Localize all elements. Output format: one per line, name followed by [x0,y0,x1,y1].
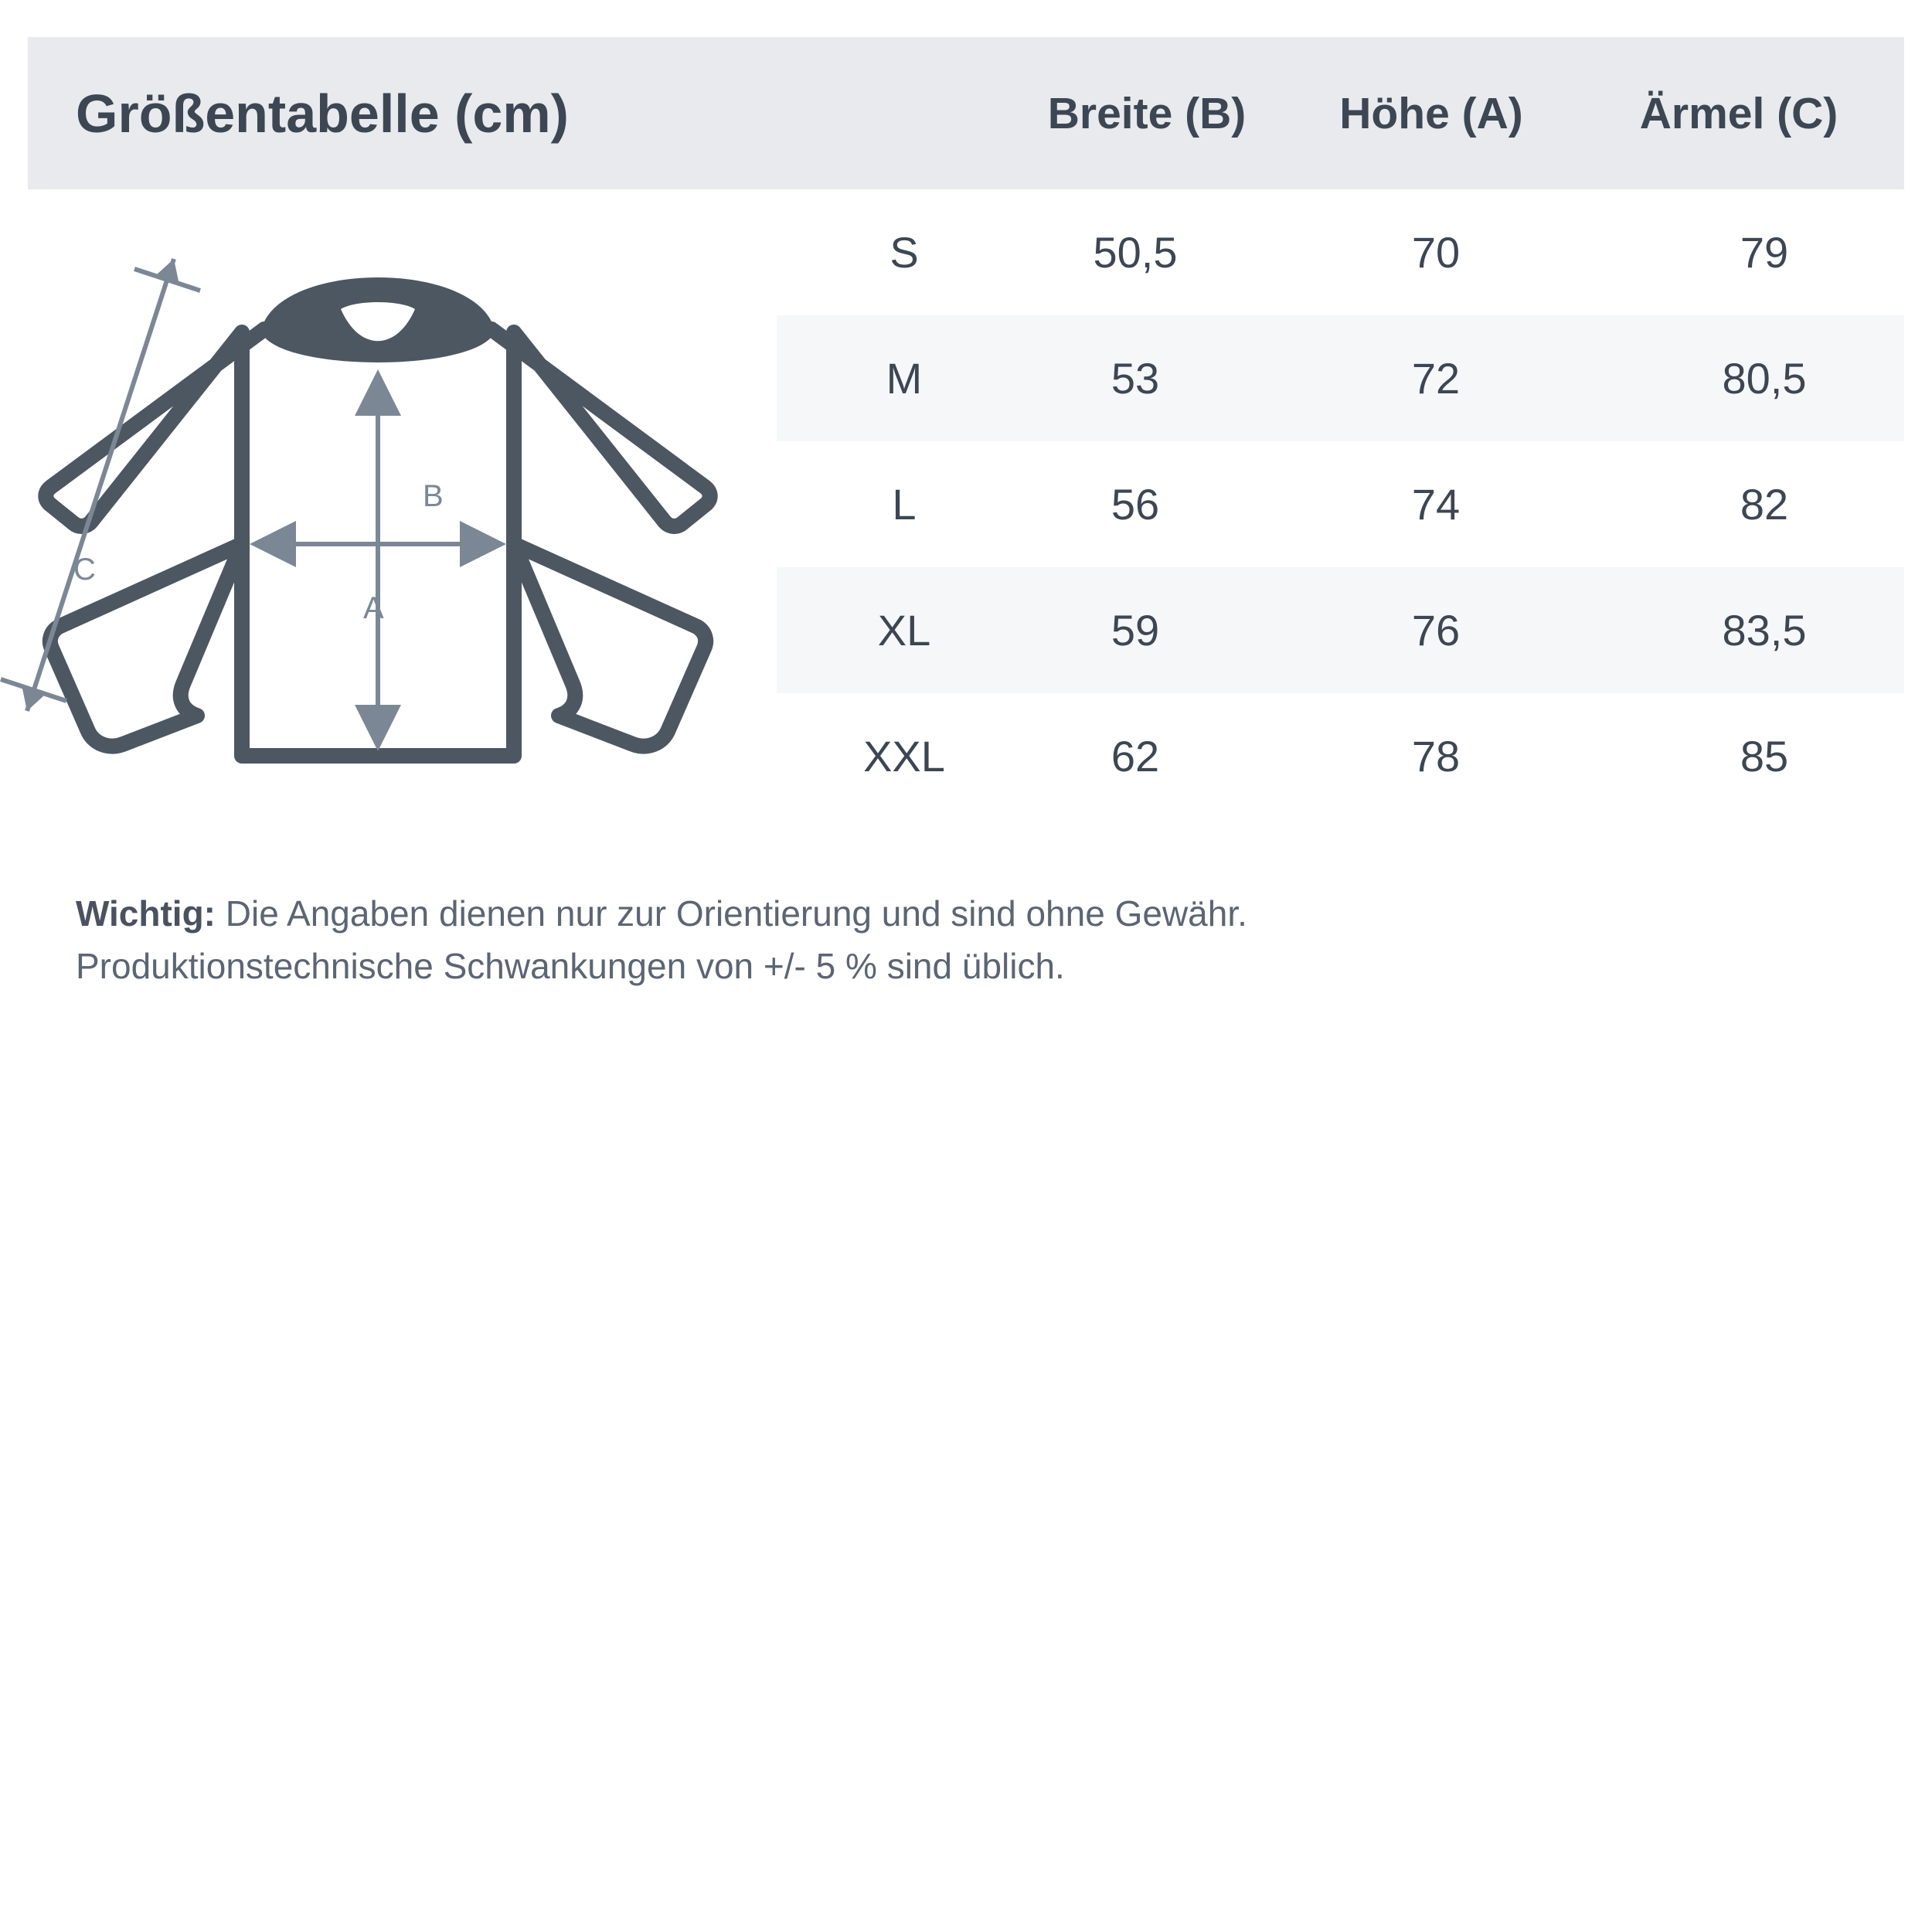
svg-text:C: C [73,553,96,587]
svg-text:B: B [423,479,444,513]
svg-text:A: A [363,591,384,625]
